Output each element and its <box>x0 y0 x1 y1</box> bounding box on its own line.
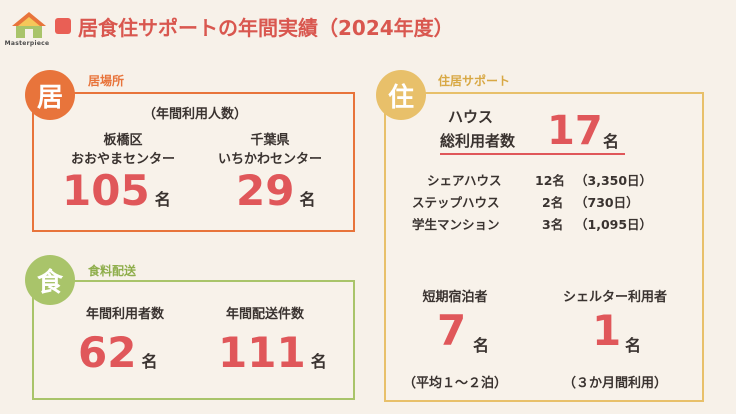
ju-row-name: シェアハウス <box>427 173 502 188</box>
kyo-right-value: 29 <box>236 166 295 215</box>
kyo-right-stat: 29 名 <box>236 166 316 215</box>
kyo-right-unit: 名 <box>299 190 316 209</box>
shoku-circle-icon: 食 <box>25 255 75 305</box>
page-title: 居食住サポートの年間実績（2024年度） <box>78 16 454 40</box>
kyo-icon-char: 居 <box>36 82 63 113</box>
ju-row-count: 2名 <box>542 195 564 210</box>
ju-row-name: 学生マンション <box>412 217 500 232</box>
kyo-left-unit: 名 <box>154 190 171 209</box>
kyo-box <box>32 92 355 232</box>
kyo-label: 居場所 <box>88 74 125 88</box>
ju-row-days: （3,350日） <box>575 173 653 188</box>
ju-row-count: 3名 <box>542 217 564 232</box>
shoku-right-name: 年間配送件数 <box>225 307 304 322</box>
ju-shelter-value: 1 <box>592 306 622 355</box>
shoku-left-value: 62 <box>78 328 137 377</box>
kyo-left-stat: 105 名 <box>62 166 171 215</box>
ju-house-unit: 名 <box>603 132 620 151</box>
shoku-box <box>32 280 355 400</box>
ju-box <box>384 92 704 402</box>
shoku-right-unit: 名 <box>310 352 327 371</box>
ju-icon-char: 住 <box>387 82 414 113</box>
shoku-label: 食料配送 <box>88 264 137 278</box>
house-logo-icon <box>12 12 46 38</box>
logo-text: Masterpiece <box>4 40 50 47</box>
kyo-left-value: 105 <box>62 166 150 215</box>
title-square-icon <box>55 18 71 34</box>
kyo-left-name2: おおやまセンター <box>70 152 175 167</box>
shoku-left-unit: 名 <box>141 352 158 371</box>
kyo-left-name1: 板橋区 <box>103 133 143 148</box>
ju-row-name: ステップハウス <box>412 195 500 210</box>
ju-label: 住居サポート <box>438 74 511 88</box>
shoku-left-name: 年間利用者数 <box>85 307 164 322</box>
ju-short-value: 7 <box>437 306 467 355</box>
kyo-right-name1: 千葉県 <box>250 133 290 148</box>
ju-row-days: （1,095日） <box>575 217 653 232</box>
ju-short-unit: 名 <box>473 336 490 355</box>
shoku-right-value: 111 <box>218 328 306 377</box>
ju-house-underline <box>440 153 625 155</box>
shoku-left-stat: 62 名 <box>78 328 158 377</box>
kyo-right-name2: いちかわセンター <box>217 152 322 167</box>
kyo-circle-icon: 居 <box>25 70 75 120</box>
ju-shelter-unit: 名 <box>625 336 642 355</box>
ju-shelter-name: シェルター利用者 <box>562 290 667 305</box>
ju-shelter-note: （３か月間利用） <box>562 376 667 391</box>
ju-row-count: 12名 <box>535 173 565 188</box>
shoku-icon-char: 食 <box>36 267 63 298</box>
ju-house-label1: ハウス <box>448 108 494 126</box>
ju-row-days: （730日） <box>575 195 639 210</box>
shoku-right-stat: 111 名 <box>218 328 327 377</box>
ju-short-note: （平均１〜２泊） <box>402 376 507 391</box>
ju-house-value: 17 <box>547 108 603 154</box>
kyo-subheader: （年間利用人数） <box>142 107 247 122</box>
ju-house-label2: 総利用者数 <box>440 132 516 150</box>
ju-short-name: 短期宿泊者 <box>422 290 488 305</box>
ju-circle-icon: 住 <box>376 70 426 120</box>
